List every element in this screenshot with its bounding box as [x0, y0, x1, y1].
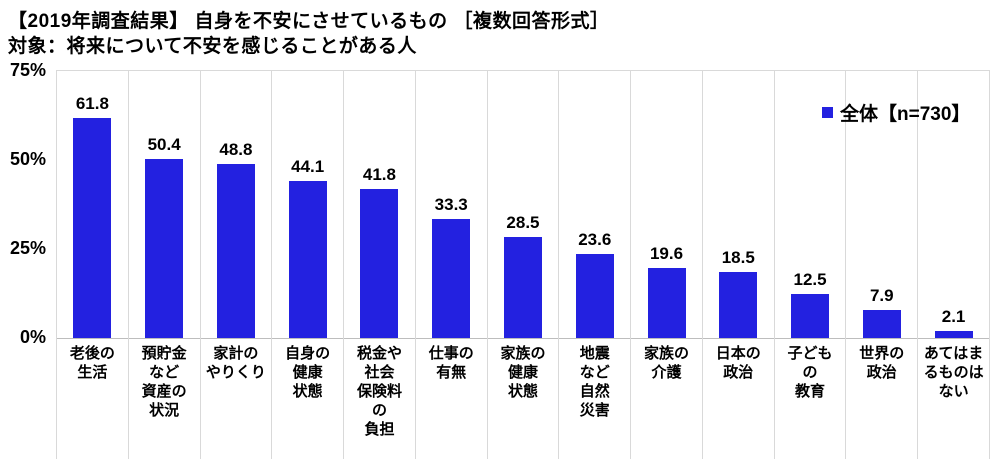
bar-column: 28.5 家族の 健康 状態	[487, 71, 560, 459]
bar-zone: 33.3	[415, 71, 487, 339]
bar-column: 12.5 子どもの教育	[774, 71, 847, 459]
legend-label: 全体【n=730】	[840, 104, 971, 125]
category-label: 家族の 健康 状態	[500, 345, 546, 400]
bar-value-label: 12.5	[793, 269, 827, 289]
bar	[791, 293, 830, 338]
category-label: 自身の 健康 状態	[285, 345, 331, 400]
chart-title: 【2019年調査結果】 自身を不安にさせているもの ［複数回答形式］	[8, 11, 610, 32]
category-label: 税金や 社会 保険料の負担	[356, 345, 402, 438]
bar-value-label: 41.8	[362, 165, 396, 185]
plot-area: 61.8 老後の 生活 50.4 預貯金 など 資産の 状況 48.8 家計の やりくり 44.1 自身…	[56, 70, 990, 459]
bar-zone: 28.5	[487, 71, 559, 339]
bar-value-label: 33.3	[434, 195, 468, 215]
bar-column: 18.5 日本の 政治	[702, 71, 775, 459]
bar-zone: 12.5	[774, 71, 846, 339]
bar-column: 7.9 世界の 政治	[846, 71, 919, 459]
category-label: 日本の 政治	[715, 345, 761, 381]
bar	[432, 219, 471, 338]
bar-zone: 19.6	[631, 71, 702, 339]
bar	[575, 253, 614, 338]
bar-zone: 61.8	[57, 71, 128, 339]
bar	[647, 268, 686, 338]
bar-column: 19.6 家族の 介護	[631, 71, 703, 459]
bar	[73, 118, 112, 338]
bar-value-label: 48.8	[219, 140, 253, 160]
bar-value-label: 18.5	[721, 248, 755, 268]
category-label: 地震 など 自然 災害	[579, 345, 610, 419]
bar	[360, 189, 399, 338]
bar-column: 61.8 老後の 生活	[57, 71, 129, 459]
bar	[503, 236, 542, 338]
bar	[145, 158, 184, 338]
bar-column: 23.6 地震 など 自然 災害	[559, 71, 632, 459]
category-label: 世界の 政治	[859, 345, 905, 381]
y-axis: 0% 25% 50% 75%	[0, 0, 50, 465]
bar-zone: 18.5	[702, 71, 774, 339]
bar-column: 33.3 仕事の 有無	[415, 71, 488, 459]
bar-zone: 7.9	[846, 71, 918, 339]
bar-value-label: 50.4	[147, 134, 181, 154]
bar-zone: 44.1	[272, 71, 344, 339]
chart-subtitle: 対象：将来について不安を感じることがある人	[8, 36, 417, 57]
category-label: 仕事の 有無	[428, 345, 474, 381]
legend-swatch-icon	[822, 107, 833, 118]
bar-zone: 2.1	[918, 71, 989, 339]
category-label: あてはま るものは ない	[923, 345, 984, 400]
bar-column: 2.1 あてはま るものは ない	[918, 71, 990, 459]
bar-zone: 23.6	[559, 71, 631, 339]
bar-column: 44.1 自身の 健康 状態	[272, 71, 345, 459]
bar	[934, 330, 973, 338]
bar-zone: 48.8	[200, 71, 272, 339]
bar-value-label: 44.1	[291, 157, 325, 177]
category-label: 家計の やりくり	[205, 345, 266, 381]
bar	[216, 164, 255, 338]
bar-column: 41.8 税金や 社会 保険料の負担	[344, 71, 416, 459]
bar-value-label: 28.5	[506, 212, 540, 232]
bar-value-label: 7.9	[869, 285, 894, 305]
bar	[288, 181, 327, 338]
y-tick-label: 25%	[9, 238, 46, 258]
bar-zone: 41.8	[344, 71, 415, 339]
y-tick-label: 75%	[9, 60, 46, 80]
category-label: 家族の 介護	[644, 345, 690, 381]
category-label: 預貯金 など 資産の 状況	[141, 345, 187, 419]
bar-zone: 50.4	[128, 71, 200, 339]
legend: 全体【n=730】	[822, 99, 970, 126]
bar-value-label: 61.8	[75, 94, 109, 113]
y-tick-label: 0%	[19, 327, 46, 347]
bar	[719, 272, 758, 338]
bar-value-label: 19.6	[649, 244, 684, 264]
bar-value-label: 23.6	[578, 229, 612, 249]
bar-value-label: 2.1	[941, 306, 966, 326]
bar-column: 50.4 預貯金 など 資産の 状況	[128, 71, 201, 459]
category-label: 老後の 生活	[69, 345, 115, 381]
y-tick-label: 50%	[9, 149, 46, 169]
bar-column: 48.8 家計の やりくり	[200, 71, 273, 459]
category-label: 子どもの教育	[787, 345, 833, 400]
bar	[862, 309, 901, 338]
